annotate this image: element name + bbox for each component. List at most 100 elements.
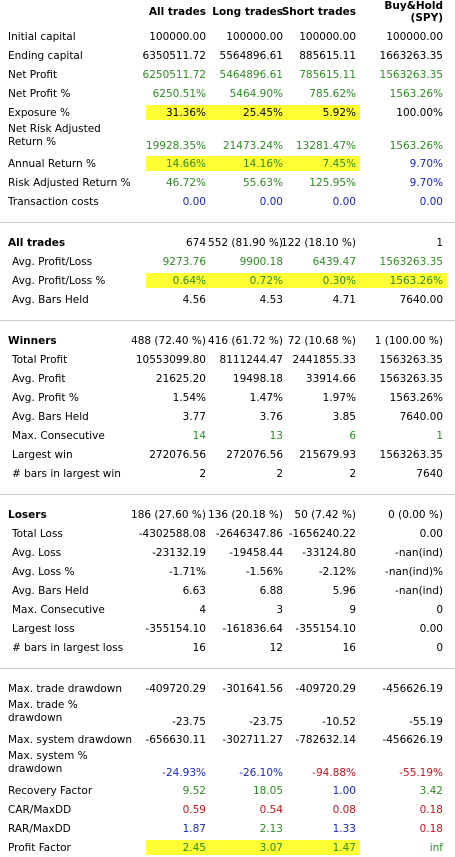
stats-row: Max. Consecutive 4 3 9 0 <box>0 601 455 619</box>
row-label: Risk Adjusted Return % <box>8 177 131 189</box>
cell-all-trades: 100000.00 <box>149 31 206 43</box>
cell-buy-hold: -55.19% <box>399 767 443 779</box>
stats-row: Avg. Bars Held 6.63 6.88 5.96 -nan(ind) <box>0 582 455 600</box>
section-divider <box>0 320 455 321</box>
stats-row: Largest loss -355154.10 -161836.64 -355154.… <box>0 620 455 638</box>
cell-short-trades: 9 <box>349 604 356 616</box>
cell-long-trades: -26.10% <box>239 767 283 779</box>
cell-buy-hold: 0 <box>436 642 443 654</box>
cell-buy-hold: -55.19 <box>409 716 443 728</box>
cell-short-trades: 1.47 <box>332 842 356 854</box>
cell-all-trades: -656630.11 <box>145 734 206 746</box>
cell-long-trades: 25.45% <box>242 107 283 119</box>
cell-short-trades: 1.33 <box>332 823 356 835</box>
stats-row: Max. system % drawdown -24.93% -26.10% -94.… <box>0 750 455 781</box>
cell-short-trades: 7.45% <box>322 158 356 170</box>
cell-all-trades: -1.71% <box>168 566 206 578</box>
stats-row: Largest win 272076.56 272076.56 215679.93 15… <box>0 446 455 464</box>
header-all-trades: All trades <box>148 6 206 18</box>
row-label: Avg. Profit <box>12 373 66 385</box>
cell-all-trades: 0.64% <box>172 275 206 287</box>
cell-all-trades: 9.52 <box>182 785 206 797</box>
stats-row: Annual Return % 14.66% 14.16% 7.45% 9.70% <box>0 155 455 173</box>
row-label: Net Risk Adjusted Return % <box>8 123 101 148</box>
cell-buy-hold: -nan(ind)% <box>385 566 443 578</box>
row-label: Avg. Loss % <box>12 566 75 578</box>
row-label: Max. Consecutive <box>12 430 105 442</box>
row-label: Profit Factor <box>8 842 71 854</box>
stats-row: Total Loss -4302588.08 -2646347.86 -1656240… <box>0 525 455 543</box>
cell-short-trades: -1656240.22 <box>288 528 356 540</box>
row-label: Avg. Profit/Loss % <box>12 275 106 287</box>
cell-long-trades: 0.00 <box>259 196 283 208</box>
cell-long-trades: 18.05 <box>252 785 283 797</box>
cell-buy-hold: 0 <box>436 604 443 616</box>
cell-short-trades: 4.71 <box>332 294 356 306</box>
cell-all-trades: -355154.10 <box>145 623 206 635</box>
cell-long-trades: 2.13 <box>259 823 283 835</box>
cell-long-trades: -23.75 <box>249 716 283 728</box>
header-buy-hold-symbol: (SPY) <box>410 12 443 24</box>
cell-buy-hold: -456626.19 <box>382 734 443 746</box>
cell-buy-hold: 0.18 <box>419 804 443 816</box>
stats-row: Avg. Bars Held 4.56 4.53 4.71 7640.00 <box>0 291 455 309</box>
cell-all-trades: 6.63 <box>182 585 206 597</box>
row-label: Winners <box>8 335 57 347</box>
cell-buy-hold: -nan(ind) <box>395 547 443 559</box>
cell-all-trades: 3.77 <box>182 411 206 423</box>
cell-short-trades: -2.12% <box>318 566 356 578</box>
section-divider <box>0 222 455 223</box>
cell-all-trades: 0.00 <box>182 196 206 208</box>
cell-short-trades: 0.00 <box>332 196 356 208</box>
cell-short-trades: 13281.47% <box>295 140 356 152</box>
row-label: Avg. Bars Held <box>12 585 89 597</box>
cell-buy-hold: 0.00 <box>419 196 443 208</box>
cell-short-trades: -10.52 <box>322 716 356 728</box>
cell-buy-hold: 0.00 <box>419 528 443 540</box>
cell-long-trades: 100000.00 <box>226 31 283 43</box>
header-buy-hold: Buy&Hold <box>384 0 443 12</box>
row-label: # bars in largest win <box>12 468 121 480</box>
row-label: Largest loss <box>12 623 75 635</box>
cell-buy-hold: 0.00 <box>419 623 443 635</box>
row-label: Initial capital <box>8 31 76 43</box>
row-label: All trades <box>8 237 66 249</box>
stats-row: Avg. Loss -23132.19 -19458.44 -33124.80 -nan… <box>0 544 455 562</box>
stats-row: Net Profit 6250511.72 5464896.61 785615.11 1… <box>0 66 455 84</box>
cell-short-trades: -409720.29 <box>295 683 356 695</box>
row-label: Net Profit % <box>8 88 71 100</box>
section-divider <box>0 668 455 669</box>
cell-short-trades: 3.85 <box>332 411 356 423</box>
stats-row: RAR/MaxDD 1.87 2.13 1.33 0.18 <box>0 820 455 838</box>
row-label: Avg. Bars Held <box>12 294 89 306</box>
stats-row: Initial capital 100000.00 100000.00 100000.… <box>0 28 455 46</box>
cell-all-trades: 186 (27.60 %) <box>131 509 206 521</box>
row-label: Avg. Bars Held <box>12 411 89 423</box>
highlight-marker <box>146 105 360 120</box>
cell-buy-hold: 1563.26% <box>389 88 443 100</box>
cell-buy-hold: 1 <box>436 430 443 442</box>
cell-buy-hold: inf <box>429 842 443 854</box>
cell-buy-hold: -nan(ind) <box>395 585 443 597</box>
row-label: Recovery Factor <box>8 785 93 797</box>
cell-long-trades: -1.56% <box>245 566 283 578</box>
cell-buy-hold: 1563263.35 <box>379 69 443 81</box>
stats-row: Ending capital 6350511.72 5564896.61 885615… <box>0 47 455 65</box>
stats-row: Avg. Profit 21625.20 19498.18 33914.66 15632… <box>0 370 455 388</box>
cell-long-trades: 9900.18 <box>239 256 283 268</box>
cell-buy-hold: 1 <box>436 237 443 249</box>
cell-short-trades: 125.95% <box>309 177 356 189</box>
cell-short-trades: 215679.93 <box>299 449 356 461</box>
cell-all-trades: 0.59 <box>182 804 206 816</box>
cell-buy-hold: 1563.26% <box>389 140 443 152</box>
cell-all-trades: 21625.20 <box>155 373 206 385</box>
cell-buy-hold: 1663263.35 <box>379 50 443 62</box>
cell-all-trades: 14 <box>192 430 206 442</box>
cell-short-trades: 785.62% <box>309 88 356 100</box>
cell-all-trades: 16 <box>192 642 206 654</box>
cell-all-trades: 31.36% <box>165 107 206 119</box>
cell-long-trades: 13 <box>269 430 283 442</box>
cell-long-trades: 136 (20.18 %) <box>208 509 283 521</box>
row-label: Annual Return % <box>8 158 96 170</box>
cell-all-trades: -24.93% <box>162 767 206 779</box>
